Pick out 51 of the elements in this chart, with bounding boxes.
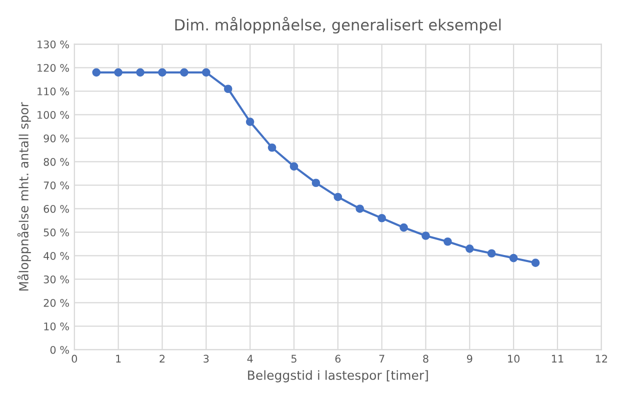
- point: [509, 254, 518, 262]
- point: [180, 68, 188, 77]
- point: [356, 204, 364, 213]
- y-tick-label: 120 %: [38, 64, 69, 72]
- y-tick-label: 20 %: [44, 298, 69, 307]
- x-tick-label: 9: [466, 354, 472, 363]
- point: [334, 192, 342, 202]
- x-tick-label: 6: [335, 354, 341, 363]
- y-tick-label: 110 %: [38, 87, 69, 96]
- chart-title: Dim. måloppnåelse, generalisert eksempel: [175, 16, 501, 34]
- x-tick-label: 2: [160, 354, 165, 363]
- point: [312, 178, 320, 188]
- point: [92, 68, 101, 77]
- x-tick-label: 10: [508, 354, 520, 363]
- point: [246, 118, 254, 126]
- y-tick-label: 0 %: [50, 346, 69, 354]
- point: [531, 258, 540, 267]
- point: [378, 214, 386, 222]
- point: [290, 162, 298, 171]
- point: [136, 68, 144, 77]
- x-tick-label: 8: [423, 354, 428, 363]
- y-tick-label: 70 %: [44, 181, 69, 190]
- x-tick-label: 5: [291, 354, 296, 363]
- point: [202, 68, 210, 77]
- y-tick-label: 40 %: [44, 252, 69, 260]
- y-tick-label: 30 %: [44, 275, 69, 284]
- point: [114, 68, 122, 77]
- point: [158, 68, 166, 77]
- y-tick-label: 50 %: [44, 228, 69, 236]
- x-tick-label: 4: [247, 354, 253, 363]
- y-tick-label: 100 %: [38, 110, 69, 119]
- x-tick-label: 11: [552, 354, 564, 363]
- point: [268, 143, 276, 152]
- point: [400, 223, 408, 232]
- point: [465, 244, 474, 253]
- x-tick-label: 7: [379, 354, 384, 363]
- point: [224, 84, 232, 94]
- x-axis-title: Beleggstid i lastespor [timer]: [248, 370, 428, 382]
- point: [487, 249, 496, 258]
- x-tick-label: 0: [72, 354, 78, 363]
- x-tick-label: 1: [116, 354, 121, 363]
- y-axis-title: Måloppnåelse mht. antall spor: [17, 102, 31, 291]
- point: [444, 237, 452, 246]
- x-tick-label: 3: [204, 354, 209, 363]
- y-tick-label: 130 %: [38, 40, 69, 48]
- y-tick-label: 60 %: [44, 204, 69, 213]
- point: [422, 232, 430, 240]
- y-tick-label: 80 %: [44, 158, 69, 166]
- x-tick-label: 12: [596, 354, 607, 363]
- y-tick-label: 10 %: [44, 322, 69, 330]
- y-tick-label: 90 %: [44, 134, 69, 142]
